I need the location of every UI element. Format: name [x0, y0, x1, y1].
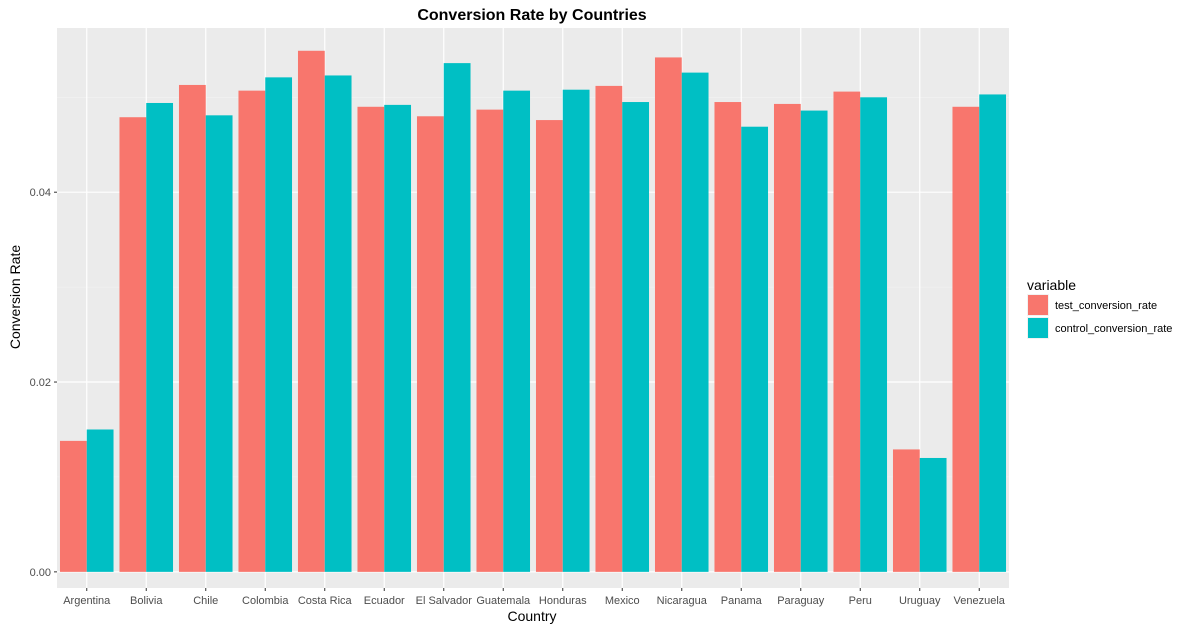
bar-test-conversion-rate [59, 440, 87, 572]
x-axis: Argentina Bolivia Chile Colombia Costa Rica E… [63, 588, 1006, 607]
bar-control-conversion-rate [622, 102, 650, 572]
x-tick-label: Honduras [539, 595, 587, 607]
bar-control-conversion-rate [205, 115, 233, 572]
y-axis-title: Conversion Rate [7, 245, 23, 349]
bar-control-conversion-rate [860, 97, 888, 572]
x-tick-label: Colombia [242, 595, 289, 607]
bar-test-conversion-rate [773, 103, 801, 572]
bar-test-conversion-rate [416, 116, 444, 572]
y-tick-label: 0.00 [30, 567, 51, 579]
x-tick-label: Guatemala [476, 595, 531, 607]
bar-test-conversion-rate [476, 109, 504, 572]
bar-control-conversion-rate [324, 75, 352, 572]
x-tick-label: Mexico [605, 595, 640, 607]
bars [59, 50, 1007, 572]
x-axis-title: Country [507, 608, 556, 624]
chart-title: Conversion Rate by Countries [417, 7, 646, 24]
bar-test-conversion-rate [535, 120, 563, 572]
bar-test-conversion-rate [595, 85, 623, 572]
bar-test-conversion-rate [357, 106, 385, 572]
legend: variable test_conversion_rate control_con… [1027, 277, 1172, 339]
bar-test-conversion-rate [952, 106, 980, 572]
x-tick-label: Peru [849, 595, 872, 607]
bar-control-conversion-rate [562, 89, 590, 572]
bar-test-conversion-rate [178, 84, 206, 572]
legend-label: test_conversion_rate [1055, 300, 1157, 312]
bar-control-conversion-rate [443, 63, 471, 572]
x-tick-label: Costa Rica [298, 595, 353, 607]
x-tick-label: Panama [721, 595, 763, 607]
x-tick-label: Venezuela [954, 595, 1006, 607]
bar-control-conversion-rate [800, 110, 828, 572]
y-tick-label: 0.04 [30, 187, 51, 199]
bar-control-conversion-rate [979, 94, 1007, 572]
x-tick-label: Paraguay [777, 595, 825, 607]
bar-test-conversion-rate [833, 91, 861, 572]
legend-swatch [1028, 295, 1048, 315]
legend-label: control_conversion_rate [1055, 323, 1172, 335]
bar-test-conversion-rate [297, 50, 325, 572]
bar-control-conversion-rate [741, 126, 769, 572]
x-tick-label: Argentina [63, 595, 111, 607]
legend-title: variable [1027, 277, 1076, 293]
x-tick-label: Uruguay [899, 595, 941, 607]
legend-swatch [1028, 318, 1048, 338]
bar-test-conversion-rate [892, 449, 920, 572]
bar-control-conversion-rate [146, 102, 174, 572]
x-tick-label: El Salvador [416, 595, 473, 607]
bar-control-conversion-rate [86, 429, 114, 572]
y-axis: 0.00 0.02 0.04 [30, 187, 57, 579]
bar-test-conversion-rate [714, 102, 742, 572]
bar-control-conversion-rate [384, 104, 412, 572]
y-tick-label: 0.02 [30, 377, 51, 389]
x-tick-label: Nicaragua [657, 595, 708, 607]
bar-test-conversion-rate [238, 90, 266, 572]
bar-control-conversion-rate [503, 90, 531, 572]
bar-test-conversion-rate [119, 117, 147, 572]
bar-test-conversion-rate [654, 57, 682, 572]
x-tick-label: Ecuador [364, 595, 405, 607]
bar-control-conversion-rate [681, 72, 709, 572]
x-tick-label: Bolivia [130, 595, 163, 607]
x-tick-label: Chile [193, 595, 218, 607]
bar-control-conversion-rate [265, 77, 293, 572]
bar-control-conversion-rate [919, 457, 947, 572]
